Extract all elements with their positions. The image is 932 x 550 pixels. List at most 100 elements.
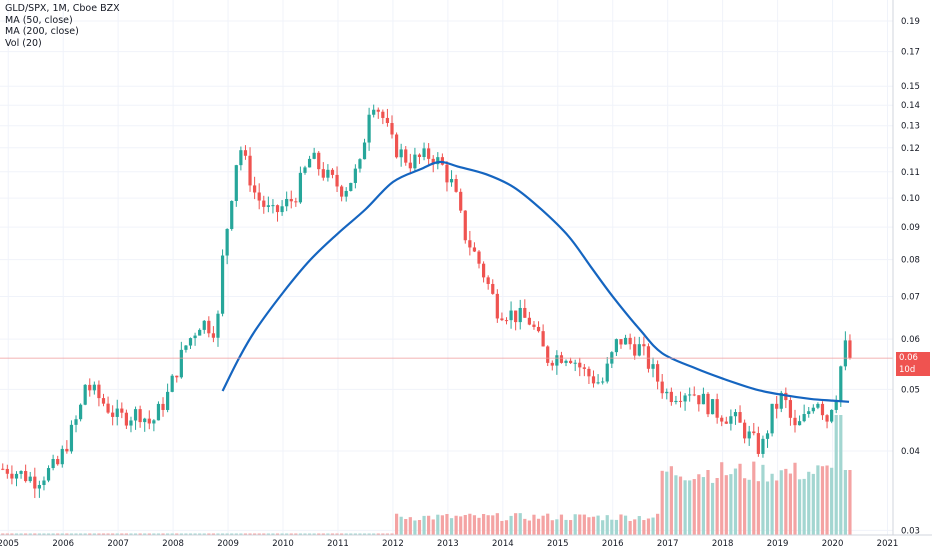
candle-body	[523, 307, 527, 318]
volume-bar	[234, 533, 238, 535]
candle-body	[820, 403, 825, 416]
candle-body	[720, 417, 724, 422]
volume-bar	[491, 515, 495, 535]
candle-body	[88, 384, 92, 391]
candle-body	[440, 157, 444, 165]
volume-bar	[170, 533, 174, 535]
price-axis[interactable]: 0.19 0.17 0.15 0.14 0.13 0.12 0.11 0.10 0.09 0.08…	[901, 17, 920, 536]
candle-body	[294, 201, 298, 203]
y-tick-label: 0.08	[901, 256, 920, 266]
candle-body	[715, 399, 719, 418]
candle-body	[156, 403, 161, 421]
candle-body	[312, 152, 316, 159]
candle-body	[578, 362, 582, 368]
volume-bar	[701, 477, 706, 535]
volume-bar	[797, 479, 802, 535]
x-tick-label: 2016	[602, 539, 624, 549]
candle-body	[271, 205, 275, 207]
candle-body	[816, 403, 820, 408]
candle-body	[651, 364, 655, 369]
volume-bar	[660, 470, 664, 535]
candle-body	[807, 411, 811, 415]
candle-body	[106, 403, 110, 413]
candle-body	[710, 399, 715, 415]
y-tick-label: 0.15	[901, 82, 920, 92]
volume-bar	[619, 514, 623, 535]
candle-body	[614, 339, 619, 353]
candle-body	[633, 344, 637, 356]
volume-bar	[843, 470, 847, 535]
legend-ma50[interactable]: MA (50, close)	[5, 14, 73, 26]
volume-bar	[253, 533, 257, 535]
candle-body	[697, 395, 701, 405]
volume-bar	[326, 533, 330, 535]
volume-bar	[413, 520, 417, 535]
time-axis[interactable]: 2005 2006 2007 2008 2009 2010 2011 2012 2013 2014…	[0, 539, 898, 549]
volume-bar	[349, 533, 353, 535]
legend-symbol[interactable]: GLD/SPX, 1M, Cboe BZX	[5, 3, 120, 14]
candle-body	[843, 340, 847, 367]
candle-body	[417, 154, 422, 158]
y-tick-label: 0.12	[901, 144, 920, 154]
volume-bar	[628, 520, 632, 535]
legend-ma200[interactable]: MA (200, close)	[5, 26, 79, 37]
candle-body	[115, 408, 119, 417]
candle-body	[459, 191, 463, 211]
volume-bar	[436, 514, 440, 535]
volume-bar	[500, 520, 504, 535]
volume-bar	[239, 533, 243, 535]
candle-body	[839, 366, 843, 402]
volume-bar	[674, 475, 678, 535]
candle-body	[637, 344, 641, 356]
volume-bar	[669, 466, 673, 535]
volume-bar	[582, 514, 586, 535]
candle-body	[14, 473, 19, 479]
candle-body	[706, 393, 710, 415]
candle-body	[765, 433, 770, 439]
candle-body	[756, 433, 760, 454]
volume-bar	[449, 518, 454, 535]
volume-bar	[115, 533, 119, 535]
volume-bar	[495, 513, 499, 535]
volume-bar	[24, 533, 28, 535]
volume-bar	[848, 470, 852, 535]
candle-body	[207, 320, 211, 334]
candle-body	[257, 192, 261, 201]
volume-bar	[688, 480, 692, 535]
y-tick-label: 0.04	[901, 447, 920, 457]
volume-bar	[802, 478, 806, 535]
candle-body	[431, 158, 435, 165]
volume-bar	[312, 533, 316, 535]
volume-bar	[14, 533, 19, 535]
volume-bar	[463, 514, 467, 535]
volume-bar	[133, 533, 138, 535]
volume-bar	[729, 474, 733, 535]
candle-body	[605, 363, 609, 382]
candle-body	[591, 376, 596, 384]
volume-bar	[761, 464, 765, 535]
volume-bar	[788, 473, 793, 535]
candle-body	[60, 448, 64, 465]
candle-body	[161, 403, 165, 410]
volume-bar	[587, 517, 591, 535]
candle-body	[321, 169, 325, 178]
candle-body	[811, 407, 815, 412]
candle-body	[779, 392, 783, 409]
y-tick-label: 0.17	[901, 48, 920, 58]
candle-body	[184, 345, 188, 350]
volume-bar	[605, 515, 609, 535]
volume-bar	[715, 477, 719, 535]
volume-bar	[46, 533, 51, 535]
candle-body	[674, 400, 678, 403]
candle-body	[518, 307, 522, 323]
legend-vol[interactable]: Vol (20)	[5, 37, 42, 49]
candle-body	[555, 355, 559, 366]
candle-body	[230, 200, 234, 229]
candle-body	[280, 206, 284, 213]
candle-body	[376, 109, 380, 112]
volume-bar	[321, 533, 325, 535]
candle-body	[367, 114, 371, 143]
x-tick-label: 2014	[492, 539, 514, 549]
volume-bar	[51, 533, 55, 535]
